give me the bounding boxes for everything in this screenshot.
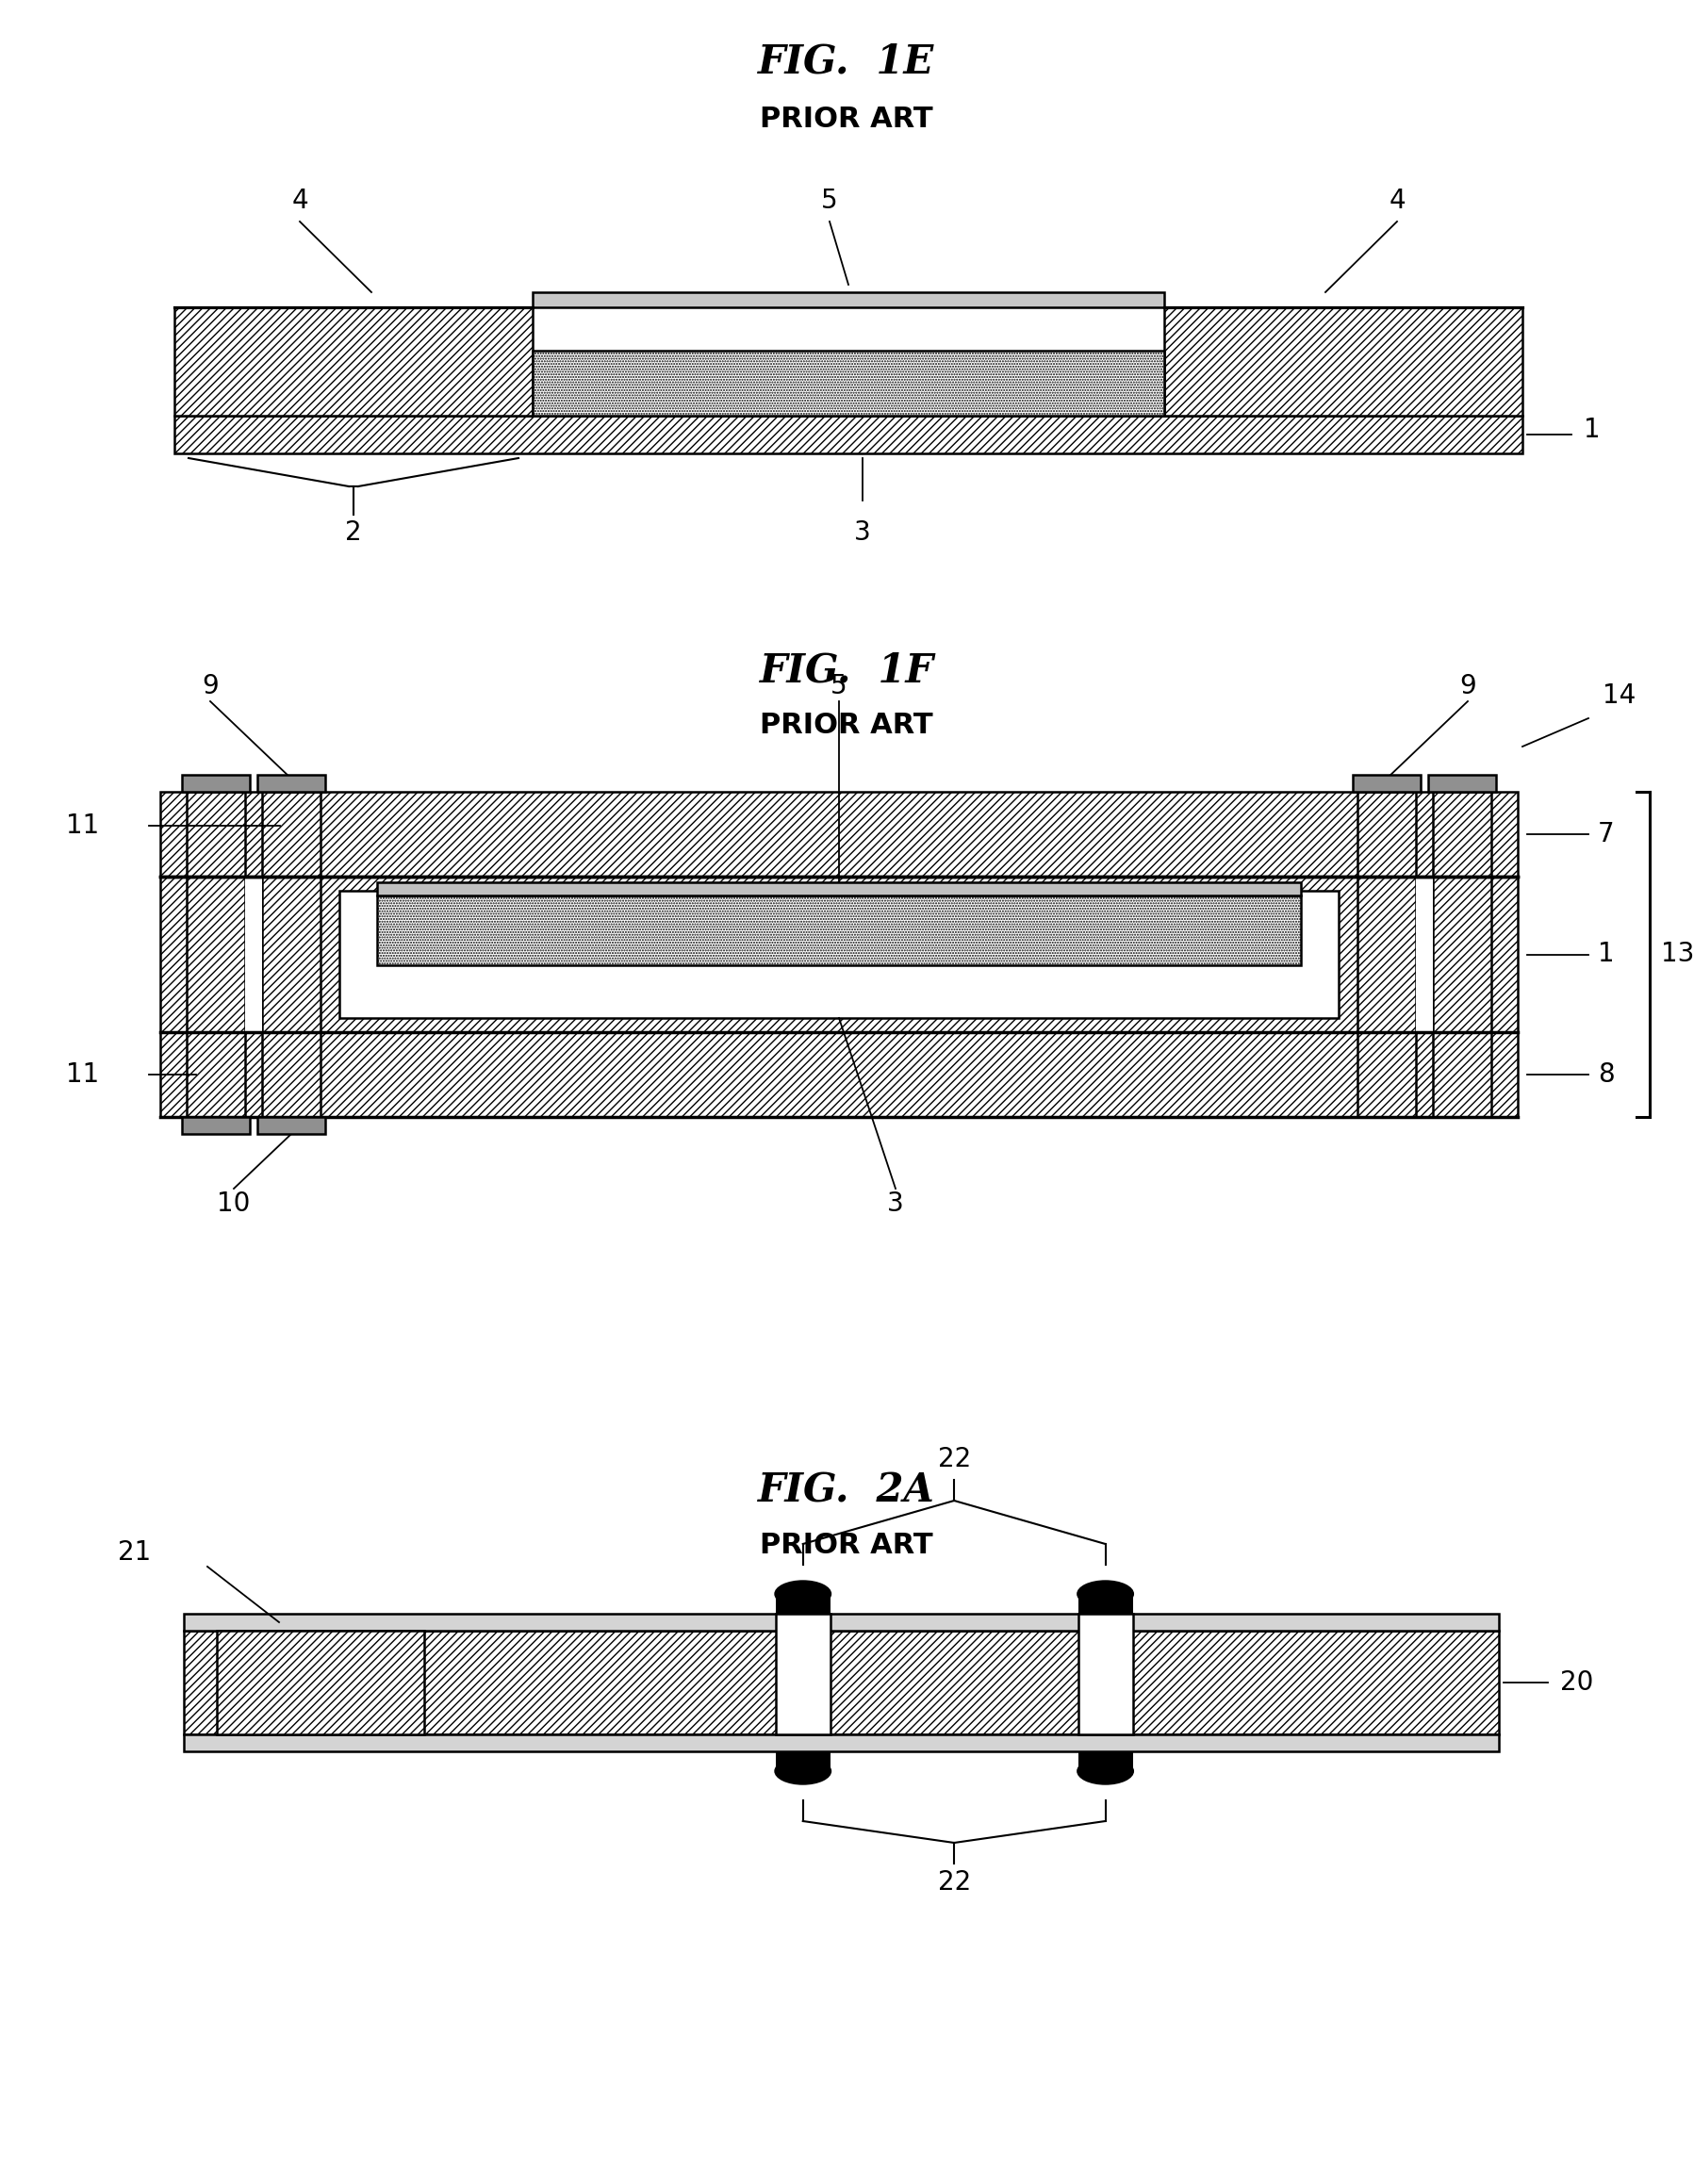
Text: 3: 3 bbox=[854, 520, 871, 546]
Bar bbox=[263, 793, 320, 1116]
Bar bbox=[776, 1752, 830, 1771]
Bar bbox=[161, 876, 1518, 1033]
Bar bbox=[174, 415, 1523, 454]
Bar bbox=[185, 1631, 1499, 1734]
Text: PRIOR ART: PRIOR ART bbox=[761, 712, 933, 738]
Text: 11: 11 bbox=[66, 812, 98, 839]
Bar bbox=[161, 1033, 1518, 1116]
Bar bbox=[1164, 308, 1523, 415]
Bar bbox=[1416, 876, 1433, 1033]
Text: 5: 5 bbox=[830, 673, 847, 699]
Text: 22: 22 bbox=[937, 1446, 971, 1472]
Text: 9: 9 bbox=[1460, 673, 1475, 699]
Bar bbox=[217, 1631, 424, 1734]
Text: 9: 9 bbox=[202, 673, 219, 699]
Text: PRIOR ART: PRIOR ART bbox=[761, 1531, 933, 1559]
Bar bbox=[185, 1614, 1499, 1631]
Bar bbox=[246, 876, 263, 1033]
Bar bbox=[185, 1734, 1499, 1752]
Text: 11: 11 bbox=[66, 1061, 98, 1088]
Bar bbox=[161, 793, 1518, 876]
Bar bbox=[1433, 793, 1491, 1116]
Bar bbox=[1357, 793, 1416, 1116]
Text: 1: 1 bbox=[1597, 941, 1614, 968]
Ellipse shape bbox=[774, 1758, 832, 1784]
Bar bbox=[186, 793, 246, 1116]
Text: 2: 2 bbox=[346, 520, 363, 546]
Bar bbox=[532, 352, 1164, 415]
Text: 1: 1 bbox=[1584, 417, 1601, 443]
Ellipse shape bbox=[1077, 1579, 1133, 1607]
Bar bbox=[257, 775, 325, 793]
Text: 7: 7 bbox=[1597, 821, 1614, 847]
Text: 5: 5 bbox=[822, 188, 839, 214]
Text: 20: 20 bbox=[1560, 1669, 1594, 1695]
Text: 22: 22 bbox=[937, 1870, 971, 1896]
Text: FIG.  1F: FIG. 1F bbox=[759, 651, 933, 690]
Bar bbox=[257, 1116, 325, 1133]
Bar bbox=[378, 882, 1301, 895]
Text: 14: 14 bbox=[1603, 681, 1636, 710]
Bar bbox=[1077, 1614, 1133, 1734]
Text: 4: 4 bbox=[1389, 188, 1406, 214]
Bar bbox=[174, 308, 532, 415]
Bar bbox=[776, 1594, 830, 1614]
Text: 13: 13 bbox=[1662, 941, 1694, 968]
Ellipse shape bbox=[1077, 1758, 1133, 1784]
Text: 3: 3 bbox=[888, 1190, 905, 1216]
Text: 21: 21 bbox=[117, 1540, 151, 1566]
Text: FIG.  2A: FIG. 2A bbox=[757, 1470, 935, 1509]
Bar bbox=[776, 1614, 830, 1734]
Text: 10: 10 bbox=[217, 1190, 251, 1216]
Text: 8: 8 bbox=[1597, 1061, 1614, 1088]
Ellipse shape bbox=[774, 1579, 832, 1607]
Bar bbox=[378, 895, 1301, 965]
Bar bbox=[1077, 1752, 1133, 1771]
Bar bbox=[339, 891, 1338, 1018]
Text: FIG.  1E: FIG. 1E bbox=[759, 41, 935, 83]
Bar bbox=[1428, 775, 1496, 793]
Bar bbox=[181, 775, 249, 793]
Bar bbox=[181, 1116, 249, 1133]
Bar bbox=[1077, 1594, 1133, 1614]
Bar bbox=[1354, 775, 1421, 793]
Text: 4: 4 bbox=[291, 188, 308, 214]
Bar bbox=[532, 293, 1164, 308]
Text: PRIOR ART: PRIOR ART bbox=[761, 105, 933, 133]
